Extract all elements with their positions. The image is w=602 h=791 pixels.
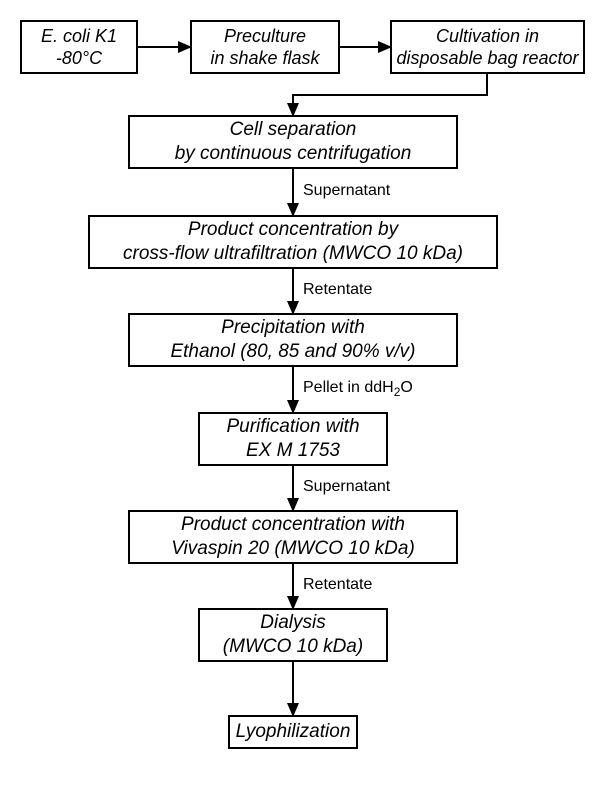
node-label: E. coli K1-80°C bbox=[41, 25, 117, 70]
edge-label: Supernatant bbox=[303, 478, 390, 496]
flowchart-edge bbox=[293, 74, 487, 115]
node-label: Preculturein shake flask bbox=[210, 25, 319, 70]
edge-label: Supernatant bbox=[303, 182, 390, 200]
flowchart-node-n6: Precipitation withEthanol (80, 85 and 90… bbox=[128, 313, 458, 367]
node-label: Dialysis(MWCO 10 kDa) bbox=[223, 611, 363, 659]
node-label: Precipitation withEthanol (80, 85 and 90… bbox=[170, 316, 415, 364]
flowchart-node-n1: E. coli K1-80°C bbox=[20, 20, 138, 74]
flowchart-node-n10: Lyophilization bbox=[228, 715, 358, 749]
flowchart-node-n4: Cell separationby continuous centrifugat… bbox=[128, 115, 458, 169]
flowchart-node-n8: Product concentration withVivaspin 20 (M… bbox=[128, 510, 458, 564]
edge-label: Pellet in ddH2O bbox=[303, 379, 413, 399]
flowchart-node-n7: Purification withEX M 1753 bbox=[198, 412, 388, 466]
node-label: Product concentration withVivaspin 20 (M… bbox=[171, 513, 415, 561]
flowchart-node-n2: Preculturein shake flask bbox=[190, 20, 340, 74]
flowchart-node-n3: Cultivation indisposable bag reactor bbox=[390, 20, 585, 74]
node-label: Lyophilization bbox=[236, 720, 351, 744]
node-label: Cultivation indisposable bag reactor bbox=[396, 25, 578, 70]
flowchart-node-n9: Dialysis(MWCO 10 kDa) bbox=[198, 608, 388, 662]
node-label: Cell separationby continuous centrifugat… bbox=[175, 118, 412, 166]
edge-label: Retentate bbox=[303, 576, 372, 594]
edge-label: Retentate bbox=[303, 281, 372, 299]
node-label: Product concentration bycross-flow ultra… bbox=[123, 218, 463, 266]
flowchart-node-n5: Product concentration bycross-flow ultra… bbox=[88, 215, 498, 269]
node-label: Purification withEX M 1753 bbox=[226, 415, 359, 463]
